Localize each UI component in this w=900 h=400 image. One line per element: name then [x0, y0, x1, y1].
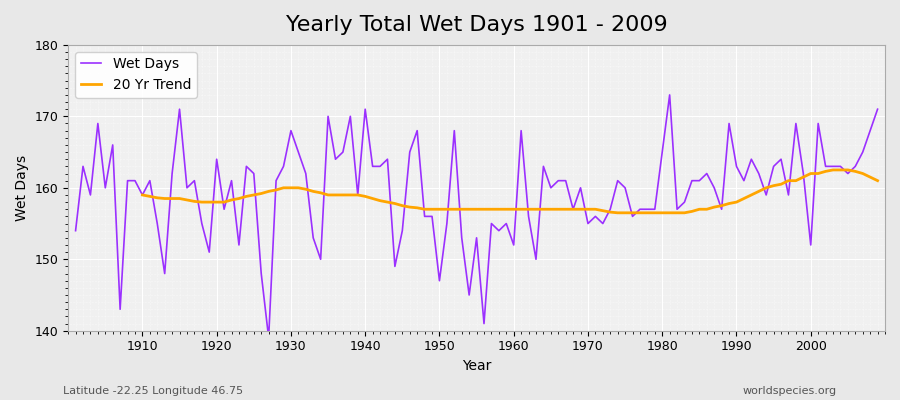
- Text: Latitude -22.25 Longitude 46.75: Latitude -22.25 Longitude 46.75: [63, 386, 243, 396]
- 20 Yr Trend: [872, 178, 883, 183]
- Text: worldspecies.org: worldspecies.org: [742, 386, 837, 396]
- Wet Days: [345, 114, 356, 119]
- 20 Yr Trend: [612, 210, 623, 215]
- Title: Yearly Total Wet Days 1901 - 2009: Yearly Total Wet Days 1901 - 2009: [285, 15, 668, 35]
- Wet Days: [264, 336, 274, 340]
- 20 Yr Trend: [516, 207, 526, 212]
- 20 Yr Trend: [828, 168, 839, 172]
- Wet Days: [664, 92, 675, 97]
- X-axis label: Year: Year: [462, 359, 491, 373]
- Wet Days: [872, 107, 883, 112]
- Wet Days: [516, 128, 526, 133]
- 20 Yr Trend: [575, 207, 586, 212]
- Wet Days: [605, 207, 616, 212]
- Wet Days: [301, 171, 311, 176]
- Wet Days: [70, 228, 81, 233]
- 20 Yr Trend: [308, 189, 319, 194]
- Legend: Wet Days, 20 Yr Trend: Wet Days, 20 Yr Trend: [75, 52, 197, 98]
- Line: 20 Yr Trend: 20 Yr Trend: [142, 170, 878, 213]
- 20 Yr Trend: [820, 169, 831, 174]
- 20 Yr Trend: [850, 169, 860, 174]
- Line: Wet Days: Wet Days: [76, 95, 878, 338]
- 20 Yr Trend: [137, 192, 148, 197]
- Wet Days: [130, 178, 140, 183]
- 20 Yr Trend: [278, 186, 289, 190]
- Y-axis label: Wet Days: Wet Days: [15, 155, 29, 221]
- Wet Days: [508, 242, 519, 247]
